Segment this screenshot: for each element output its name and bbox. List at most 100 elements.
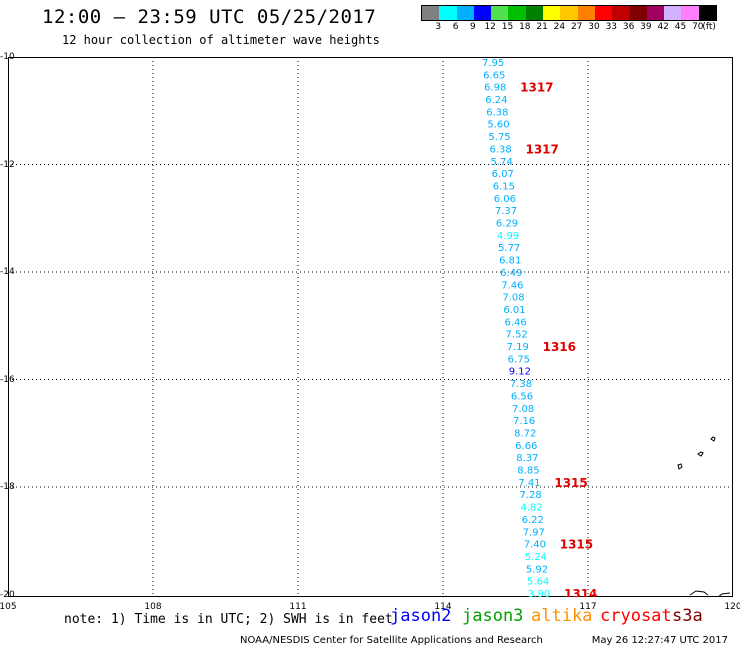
island-1: [710, 436, 716, 442]
satellite-legend-cryosat: cryosat: [600, 606, 672, 626]
coast-corner-2: [717, 592, 731, 597]
coast-corner: [689, 590, 709, 596]
color-swatch-5: [508, 6, 526, 20]
wave-height-value: 6.65: [483, 70, 505, 81]
legend-note: note: 1) Time is in UTC; 2) SWH is in fe…: [64, 612, 393, 627]
latitude-label: -12: [0, 159, 15, 170]
time-stamp-label: 1315: [554, 476, 587, 490]
color-swatch-13: [646, 6, 665, 20]
wave-height-value: 8.37: [516, 453, 538, 464]
satellite-legend-jason3: jason3: [462, 606, 524, 626]
color-scale-label: (ft): [702, 22, 716, 32]
color-scale-label: 45: [674, 22, 687, 32]
satellite-legend-jason2: jason2: [390, 606, 452, 626]
time-stamp-label: 1317: [525, 142, 558, 156]
color-scale-label: 33: [605, 22, 618, 32]
satellite-legend-s3a: s3a: [672, 606, 703, 626]
time-stamps: 1317 1317 1316 1315 1315 1314: [520, 81, 597, 597]
color-scale-label: 18: [519, 22, 531, 32]
color-scale-label: 21: [536, 22, 548, 32]
coastline: [677, 436, 731, 597]
color-swatch-14: [664, 6, 682, 20]
longitude-label: 108: [144, 602, 162, 612]
wave-height-value: 7.08: [502, 293, 524, 304]
wave-height-value: 6.49: [500, 268, 522, 279]
latitude-label: -18: [0, 482, 15, 492]
wave-height-value: 6.46: [504, 317, 526, 328]
color-scale-label: 70: [692, 22, 704, 32]
wave-height-value: 5.60: [487, 120, 509, 131]
color-scale-label: 9: [470, 22, 476, 32]
color-swatch-16: [698, 6, 717, 20]
wave-height-value: 7.16: [513, 416, 535, 427]
wave-height-value: 5.74: [491, 157, 513, 168]
wave-height-value: 7.19: [507, 342, 529, 353]
color-scale-label: 12: [484, 22, 496, 32]
longitude-label: 105: [0, 602, 17, 612]
wave-height-value: 4.82: [521, 503, 543, 514]
longitude-label: 114: [434, 602, 452, 612]
wave-height-value: 7.08: [512, 404, 534, 415]
longitude-label: 111: [289, 602, 307, 612]
wave-height-value: 4.99: [497, 231, 519, 242]
color-scale-label: 30: [588, 22, 600, 32]
color-scale-labels: 3 6 9 12 15 18 21 24 27 30 33 36 39 42 45 70 (ft): [421, 22, 740, 34]
wave-height-value: 6.38: [486, 107, 508, 118]
color-swatch-6: [525, 6, 544, 20]
color-swatch-2: [456, 6, 474, 20]
map-border: [8, 57, 733, 597]
color-scale-label: 3: [435, 22, 442, 32]
color-swatch-11: [612, 6, 630, 20]
time-stamp-label: 1316: [543, 340, 576, 354]
color-swatch-4: [491, 6, 509, 20]
wave-height-value: 7.95: [482, 58, 504, 69]
longitude-label: 120: [724, 602, 740, 612]
longitude-label: 117: [579, 602, 597, 612]
color-swatch-15: [681, 6, 699, 20]
wave-height-value: 5.77: [498, 243, 520, 254]
color-scale-label: 27: [570, 22, 583, 32]
wave-height-value: 9.12: [509, 367, 531, 378]
wave-height-value: 6.98: [484, 83, 506, 94]
color-swatch-9: [577, 6, 595, 20]
wave-height-value: 6.38: [489, 144, 511, 155]
wave-height-value: 6.07: [492, 169, 514, 180]
wave-height-value: 6.56: [511, 391, 533, 402]
color-scale-label: 36: [622, 22, 635, 32]
time-stamp-label: 1314: [564, 587, 597, 597]
wave-height-value: 7.52: [506, 330, 528, 341]
wave-height-value: 7.40: [524, 540, 546, 551]
color-scale-label: 39: [640, 22, 652, 32]
wave-height-value: 6.22: [522, 515, 544, 526]
latitude-label: -10: [0, 52, 15, 62]
wave-height-value: 5.24: [525, 552, 547, 563]
wave-height-value: 8.85: [517, 466, 539, 477]
color-scale-label: 6: [452, 22, 459, 32]
map-title: 12:00 – 23:59 UTC 05/25/2017: [42, 6, 377, 28]
satellite-legend-altika: altika: [531, 606, 593, 626]
graticule: [8, 57, 733, 597]
wave-height-value: 5.64: [527, 577, 549, 588]
wave-height-value: 5.92: [526, 564, 548, 575]
credit-text: NOAA/NESDIS Center for Satellite Applica…: [240, 635, 543, 646]
color-swatch-8: [560, 6, 578, 20]
wave-height-value: 3.90: [528, 589, 550, 597]
wave-height-value: 7.41: [518, 478, 540, 489]
island-3: [677, 463, 683, 470]
color-swatch-7: [543, 6, 561, 20]
color-swatch-10: [594, 6, 613, 20]
color-swatch-12: [629, 6, 647, 20]
time-stamp-label: 1317: [520, 81, 553, 95]
wave-height-value: 7.37: [495, 206, 517, 217]
color-swatch-0: [422, 6, 440, 20]
latitude-label: -20: [0, 589, 15, 600]
color-scale-label: 15: [501, 22, 514, 32]
color-scale-bar: [421, 5, 718, 21]
wave-height-track: 7.956.656.986.246.385.605.756.385.746.07…: [482, 58, 550, 597]
wave-height-value: 6.15: [493, 181, 515, 192]
generated-timestamp: May 26 12:27:47 UTC 2017: [591, 635, 728, 646]
island-2: [697, 451, 704, 457]
wave-height-value: 7.46: [501, 280, 523, 291]
wave-height-value: 6.01: [503, 305, 525, 316]
color-swatch-3: [473, 6, 492, 20]
